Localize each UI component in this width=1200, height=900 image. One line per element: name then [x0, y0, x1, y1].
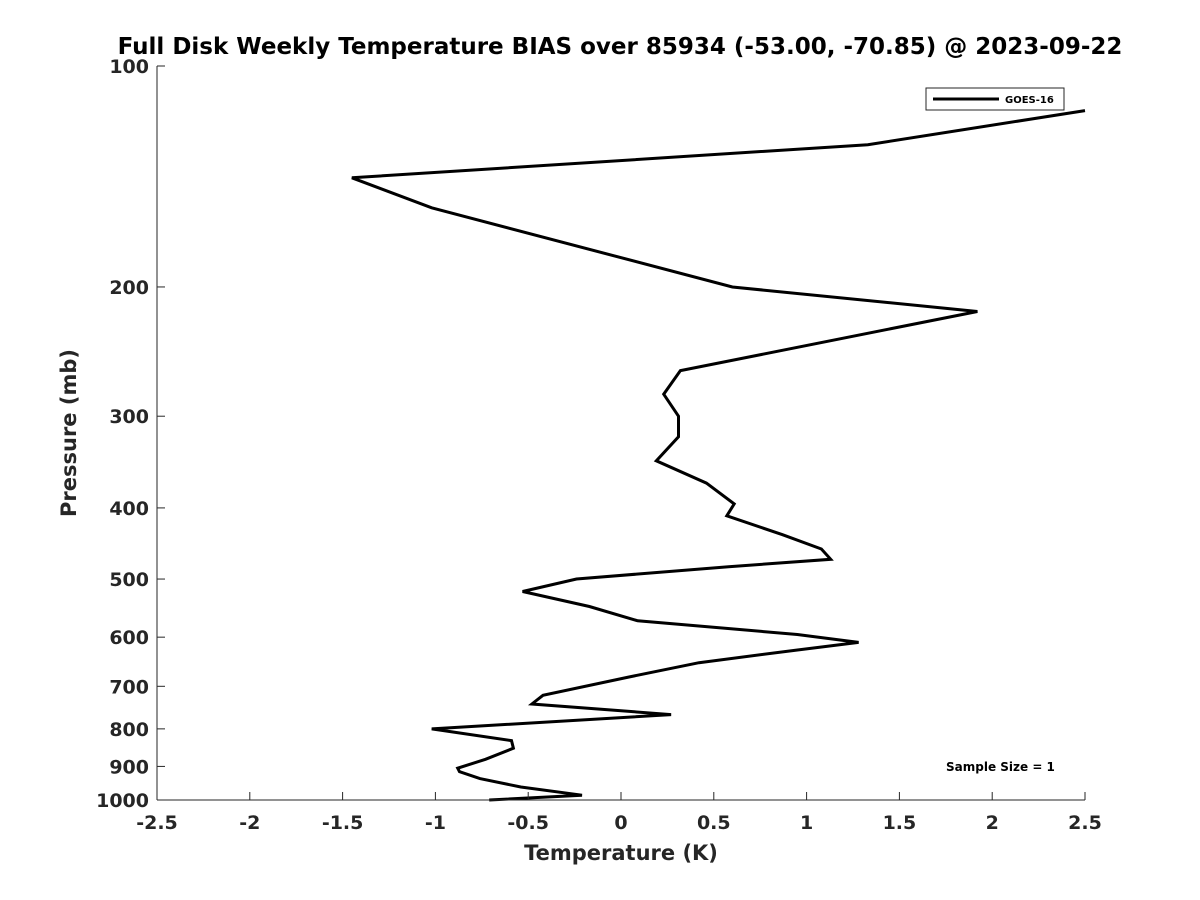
series-line-goes16 [351, 109, 1086, 802]
legend: GOES-16 [925, 87, 1065, 111]
y-tick-label: 200 [109, 277, 149, 299]
y-tick-label: 900 [109, 756, 149, 778]
plot-area [157, 66, 1085, 800]
x-tick-label: 2.5 [1068, 812, 1102, 834]
x-tick-label: 1 [800, 812, 813, 834]
y-tick-label: 700 [109, 676, 149, 698]
y-axis-ticks: 100 200 300 400 500 600 700 800 900 1000 [96, 56, 165, 812]
x-tick-label: 2 [986, 812, 999, 834]
x-tick-label: 1.5 [883, 812, 917, 834]
x-tick-label: -2 [239, 812, 260, 834]
x-axis-ticks: -2.5 -2 -1.5 -1 -0.5 0 0.5 1 1.5 2 2.5 [136, 792, 1102, 834]
y-tick-label: 300 [109, 406, 149, 428]
x-tick-label: -2.5 [136, 812, 178, 834]
y-tick-label: 600 [109, 627, 149, 649]
legend-label-goes16: GOES-16 [1005, 95, 1054, 106]
x-tick-label: 0 [614, 812, 627, 834]
plot-region [351, 109, 1086, 802]
y-axis-label: Pressure (mb) [57, 349, 81, 517]
x-tick-label: -1.5 [322, 812, 364, 834]
sample-size-annotation: Sample Size = 1 [946, 760, 1055, 774]
y-tick-label: 1000 [96, 790, 149, 812]
y-tick-label: 100 [109, 56, 149, 78]
x-axis-label: Temperature (K) [524, 841, 718, 865]
y-tick-label: 400 [109, 498, 149, 520]
chart-title: Full Disk Weekly Temperature BIAS over 8… [118, 34, 1123, 60]
y-tick-label: 800 [109, 719, 149, 741]
x-tick-label: -0.5 [507, 812, 549, 834]
x-tick-label: 0.5 [697, 812, 731, 834]
x-tick-label: -1 [425, 812, 446, 834]
y-tick-label: 500 [109, 569, 149, 591]
